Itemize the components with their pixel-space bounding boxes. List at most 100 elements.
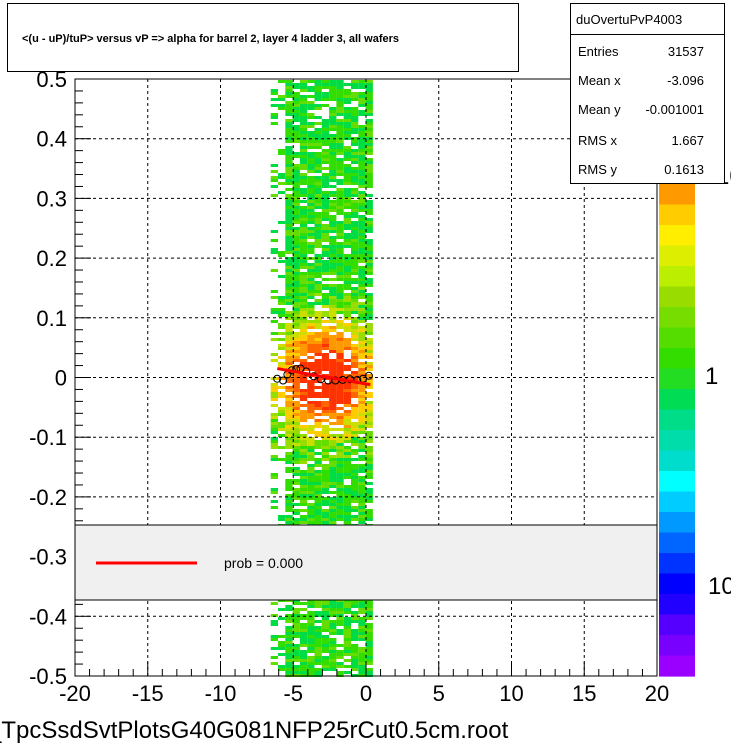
- heat-cell: [351, 659, 359, 662]
- heat-cell: [321, 635, 330, 638]
- palette-cell: [659, 286, 695, 308]
- heat-cell: [292, 635, 300, 638]
- palette-cell: [659, 635, 695, 657]
- heat-cell: [351, 602, 359, 605]
- heat-cell: [314, 269, 322, 272]
- heat-cell: [358, 146, 366, 149]
- heat-cell: [358, 239, 366, 242]
- heat-cell: [299, 482, 308, 485]
- heat-cell: [299, 152, 308, 155]
- heat-cell: [351, 653, 359, 656]
- heat-cell: [307, 506, 315, 509]
- heat-cell: [329, 116, 337, 119]
- stats-header: duOvertuPvP4003: [571, 4, 724, 35]
- heat-cell: [336, 128, 344, 131]
- heat-cell: [365, 392, 373, 395]
- heat-cell: [314, 635, 322, 638]
- heat-cell: [299, 656, 308, 659]
- heat-cell: [307, 122, 315, 125]
- heat-cell: [314, 245, 322, 248]
- heat-cell: [292, 620, 300, 623]
- heat-cell: [351, 509, 359, 512]
- heat-cell: [365, 143, 373, 146]
- heat-cell: [292, 218, 300, 221]
- heat-cell: [285, 386, 293, 389]
- heat-cell: [307, 230, 315, 233]
- heat-cell: [292, 266, 300, 269]
- heat-cell: [299, 236, 308, 239]
- heat-cell: [343, 602, 351, 605]
- heat-cell: [285, 647, 293, 650]
- heat-cell: [285, 236, 293, 239]
- heat-cell: [299, 272, 308, 275]
- heat-cell: [307, 326, 315, 329]
- heat-cell: [351, 143, 359, 146]
- heat-cell: [278, 296, 286, 299]
- heat-cell: [343, 266, 351, 269]
- heat-cell: [278, 647, 286, 650]
- heat-cell: [351, 488, 359, 491]
- heat-cell: [358, 647, 366, 650]
- heat-cell: [292, 257, 300, 260]
- heat-cell: [314, 134, 322, 137]
- heat-cell: [314, 401, 322, 404]
- heat-cell: [314, 365, 322, 368]
- heat-cell: [292, 617, 300, 620]
- heat-cell: [292, 650, 300, 653]
- heat-cell: [351, 644, 359, 647]
- heat-cell: [365, 617, 373, 620]
- heat-cell: [365, 341, 373, 344]
- heat-cell: [307, 488, 315, 491]
- heat-cell: [329, 263, 337, 266]
- heat-cell: [307, 395, 315, 398]
- heat-cell: [358, 206, 366, 209]
- heat-cell: [321, 449, 330, 452]
- heat-cell: [314, 602, 322, 605]
- heat-cell: [285, 434, 293, 437]
- heat-cell: [292, 413, 300, 416]
- heat-cell: [321, 203, 330, 206]
- heat-cell: [321, 407, 330, 410]
- heat-cell: [358, 419, 366, 422]
- heat-cell: [321, 200, 330, 203]
- heat-cell: [343, 113, 351, 116]
- heat-cell: [299, 131, 308, 134]
- heat-cell: [307, 284, 315, 287]
- heat-cell: [336, 203, 344, 206]
- heat-cell: [285, 659, 293, 662]
- heat-cell: [351, 110, 359, 113]
- heat-cell: [285, 407, 293, 410]
- heat-cell: [299, 503, 308, 506]
- heat-cell: [351, 617, 359, 620]
- heat-cell: [321, 158, 330, 161]
- heat-cell: [270, 383, 278, 386]
- heat-cell: [292, 497, 300, 500]
- heat-cell: [351, 629, 359, 632]
- heat-cell: [365, 164, 373, 167]
- heat-cell: [365, 440, 373, 443]
- heat-cell: [285, 338, 293, 341]
- heat-cell: [314, 164, 322, 167]
- heat-cell: [270, 635, 278, 638]
- heat-cell: [358, 245, 366, 248]
- heat-cell: [307, 428, 315, 431]
- heat-cell: [270, 98, 278, 101]
- heat-cell: [336, 629, 344, 632]
- heat-cell: [292, 512, 300, 515]
- heat-cell: [351, 338, 359, 341]
- heat-cell: [329, 173, 337, 176]
- profile-point: [273, 374, 282, 383]
- heat-cell: [307, 185, 315, 188]
- heat-cell: [336, 296, 344, 299]
- heat-cell: [321, 269, 330, 272]
- heat-cell: [285, 422, 293, 425]
- heat-cell: [321, 347, 330, 350]
- heat-cell: [307, 401, 315, 404]
- heat-cell: [299, 299, 308, 302]
- heat-cell: [314, 659, 322, 662]
- heat-cell: [329, 647, 337, 650]
- heat-cell: [358, 269, 366, 272]
- heat-cell: [329, 230, 337, 233]
- heat-cell: [329, 257, 337, 260]
